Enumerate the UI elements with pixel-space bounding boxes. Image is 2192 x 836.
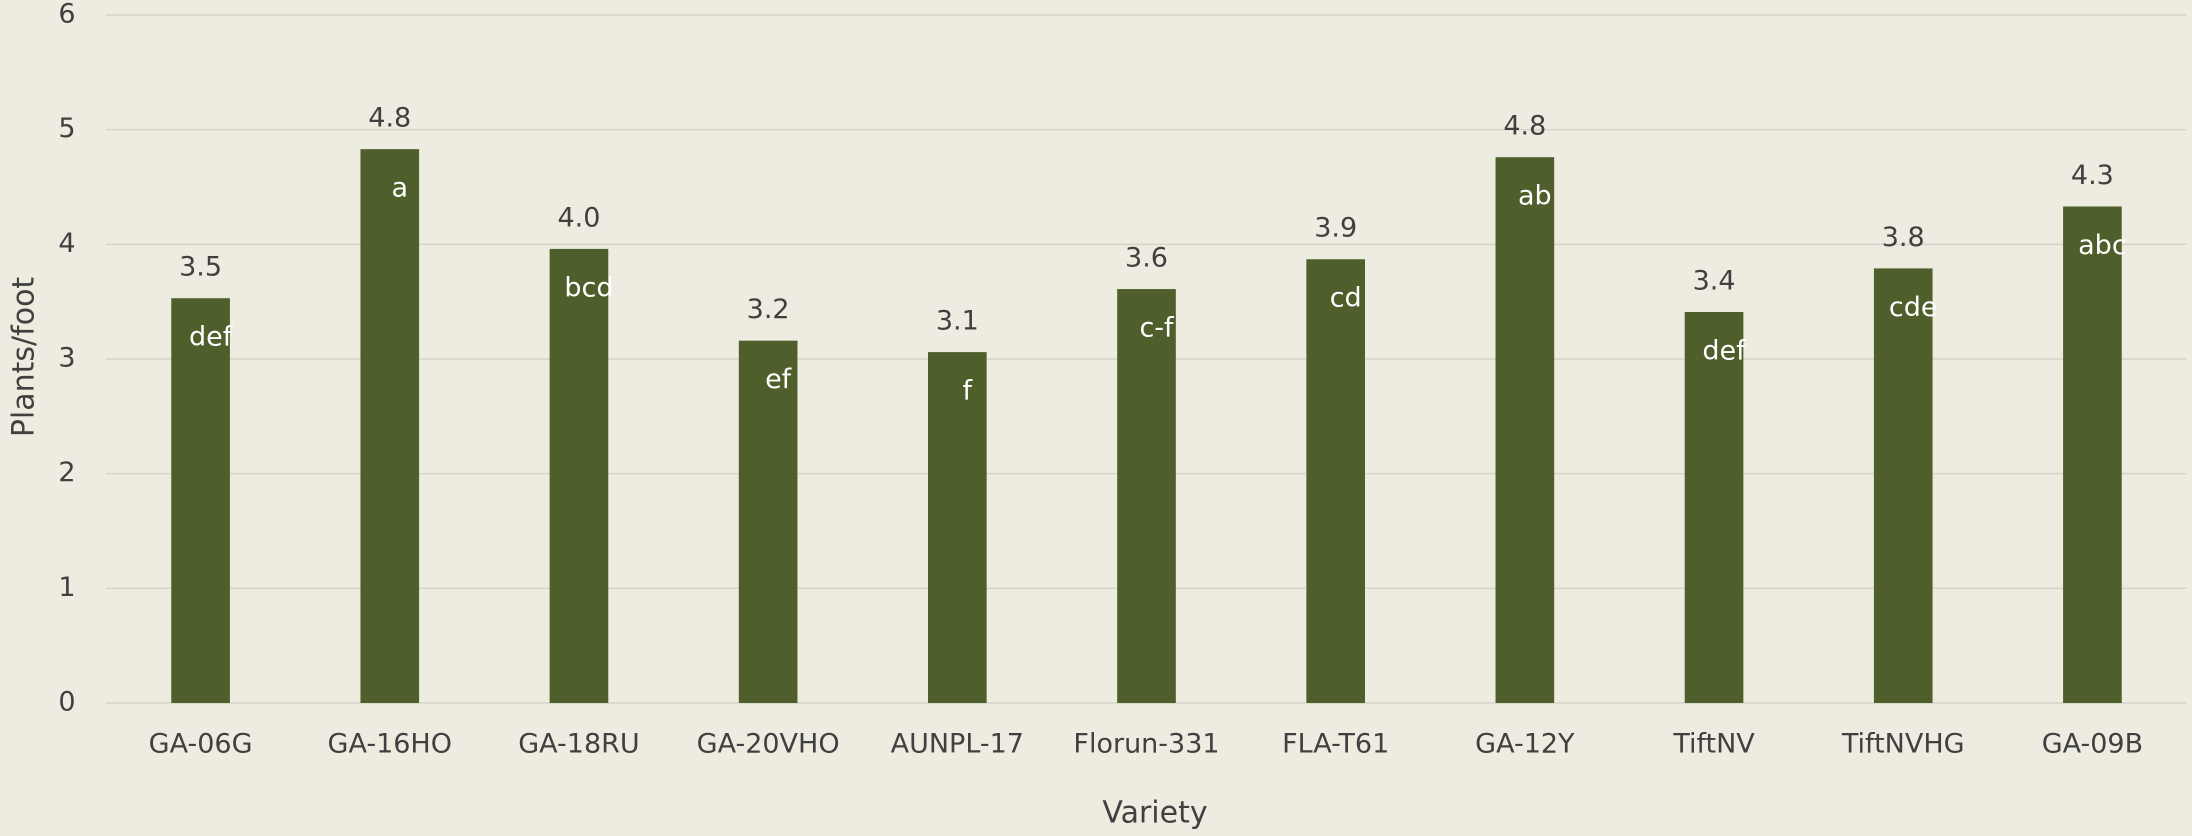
value-label: 4.8 bbox=[1503, 111, 1546, 142]
significance-letter: ef bbox=[765, 364, 793, 395]
y-axis-label: Plants/foot bbox=[7, 277, 42, 438]
x-tick-label: GA-12Y bbox=[1475, 729, 1575, 760]
bar bbox=[2063, 206, 2122, 703]
bar bbox=[928, 352, 987, 703]
significance-letter: cd bbox=[1330, 283, 1362, 314]
value-label: 4.0 bbox=[557, 202, 600, 233]
bar bbox=[1685, 312, 1744, 703]
bar bbox=[1496, 157, 1555, 703]
significance-letter: abc bbox=[2078, 230, 2127, 261]
bar bbox=[1306, 259, 1365, 703]
value-label: 4.3 bbox=[2071, 160, 2114, 191]
y-tick-label: 5 bbox=[58, 113, 75, 144]
x-tick-label: TiftNVHG bbox=[1841, 729, 1965, 760]
bar bbox=[360, 149, 419, 703]
value-label: 3.9 bbox=[1314, 213, 1357, 244]
page: Plants/foot Variety 0 1 2 3 4 5 6 GA-06G 3.5 def G… bbox=[0, 0, 2192, 836]
x-tick-label: GA-09B bbox=[2042, 729, 2143, 760]
x-tick-label: GA-18RU bbox=[518, 729, 639, 760]
value-label: 3.2 bbox=[747, 294, 790, 325]
x-tick-label: GA-20VHO bbox=[697, 729, 840, 760]
y-tick-label: 1 bbox=[58, 572, 75, 603]
background bbox=[0, 0, 2192, 836]
x-tick-label: FLA-T61 bbox=[1282, 729, 1389, 760]
significance-letter: def bbox=[189, 322, 234, 353]
significance-letter: c-f bbox=[1139, 313, 1175, 344]
y-tick-label: 6 bbox=[58, 0, 75, 30]
x-tick-label: TiftNV bbox=[1672, 729, 1755, 760]
value-label: 3.6 bbox=[1125, 243, 1168, 274]
chart: Plants/foot Variety 0 1 2 3 4 5 6 GA-06G 3.5 def G… bbox=[0, 0, 2192, 836]
bar bbox=[550, 249, 609, 703]
bar bbox=[1117, 289, 1176, 703]
significance-letter: cde bbox=[1889, 292, 1938, 323]
significance-letter: def bbox=[1702, 335, 1747, 366]
value-label: 4.8 bbox=[368, 103, 411, 134]
y-tick-label: 3 bbox=[58, 343, 75, 374]
significance-letter: bcd bbox=[564, 272, 613, 303]
y-tick-label: 4 bbox=[58, 228, 75, 259]
value-label: 3.1 bbox=[936, 306, 979, 337]
bar bbox=[171, 298, 230, 703]
significance-letter: a bbox=[391, 173, 408, 204]
value-label: 3.8 bbox=[1882, 222, 1925, 253]
x-tick-label: GA-06G bbox=[149, 729, 253, 760]
y-tick-label: 0 bbox=[58, 687, 75, 718]
value-label: 3.4 bbox=[1693, 265, 1736, 296]
value-label: 3.5 bbox=[179, 252, 222, 283]
x-axis-label: Variety bbox=[1102, 796, 1207, 831]
bar bbox=[1874, 268, 1933, 703]
significance-letter: f bbox=[963, 376, 974, 407]
x-tick-label: GA-16HO bbox=[328, 729, 452, 760]
y-tick-label: 2 bbox=[58, 457, 75, 488]
x-tick-label: AUNPL-17 bbox=[891, 729, 1024, 760]
x-tick-label: Florun-331 bbox=[1073, 729, 1219, 760]
significance-letter: ab bbox=[1518, 181, 1552, 212]
